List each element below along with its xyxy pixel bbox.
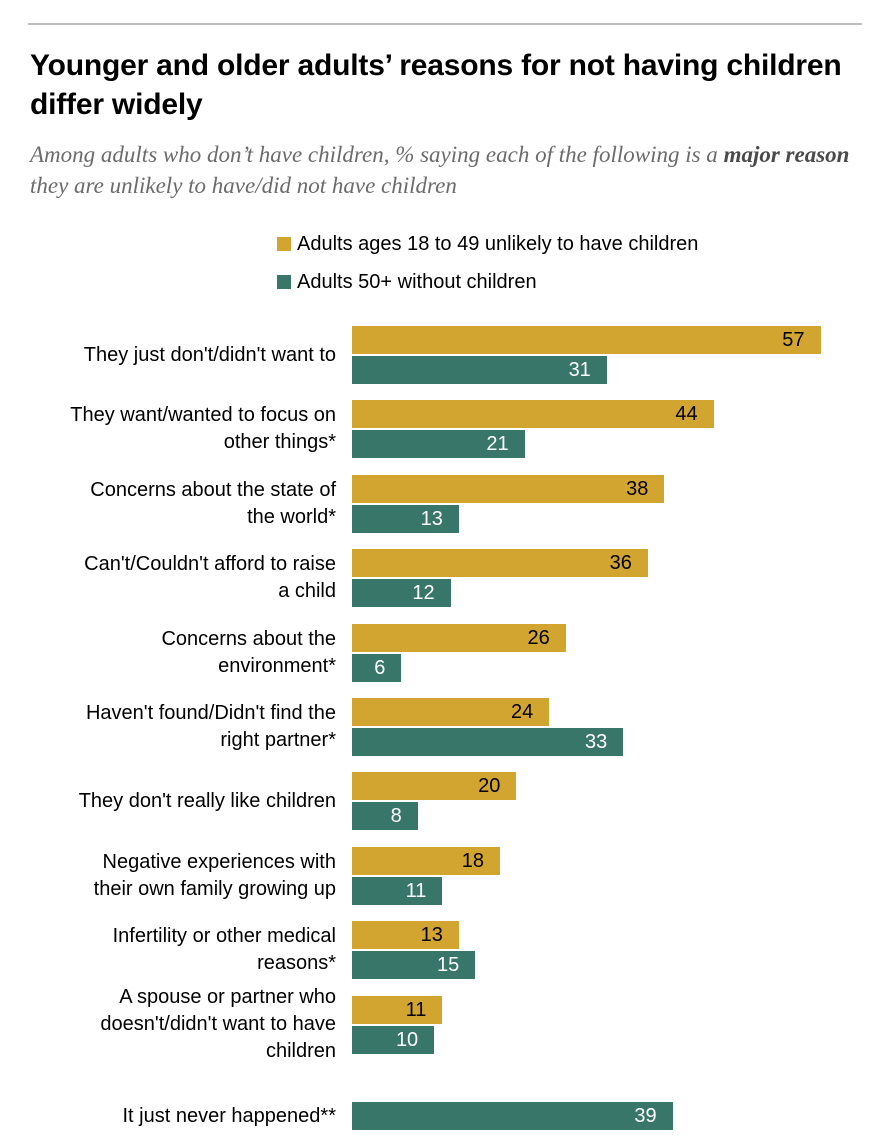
subtitle-text: Among adults who don’t have children, % … [30,142,724,167]
category-label-line: Infertility or other medical [112,925,336,948]
category-label-line: Can't/Couldn't afford to raise [84,553,336,576]
data-label: 8 [390,805,402,828]
category-label-line: They want/wanted to focus on [70,404,336,427]
bar-18-49: 57 [352,326,821,354]
category-label: A spouse or partner who doesn't/didn't wa… [100,986,336,1062]
bar-50plus: 21 [352,430,525,459]
legend-label: Adults 50+ without children [297,271,537,293]
bar-50plus: 8 [352,802,418,831]
bar-18-49: 11 [352,995,443,1024]
category-label-line: They don't really like children [78,789,336,812]
category-label: They just don't/didn't want to [84,326,336,384]
category-label: Negative experiences with their own famil… [94,847,336,905]
category-label-line: Haven't found/Didn't find the [85,702,336,724]
bar-group: It just never happened** 39 [0,1072,884,1130]
category-label-line: A spouse or partner who [119,986,336,1009]
category-label-line: environment* [218,654,336,677]
category-label-line: doesn't/didn't want to have [100,1013,336,1036]
category-label-line: They just don't/didn't want to [83,343,336,366]
category-label-line: other things* [223,431,336,454]
bar-18-49: 18 [352,846,500,875]
data-label: 10 [395,1028,419,1051]
bar-group: Concerns about the state of the world* 38 1… [0,474,884,533]
data-label: 57 [782,329,805,351]
category-label: Can't/Couldn't afford to raise a child [84,549,336,607]
legend-item-50plus: Adults 50+ without children [277,270,537,294]
subtitle-text: they are unlikely to have/did not have c… [30,173,457,198]
category-label: Infertility or other medical reasons* [113,921,336,979]
category-label: They don't really like children [79,772,336,830]
category-label: They want/wanted to focus on other things… [70,400,336,458]
category-label: Haven't found/Didn't find the right partn… [86,698,336,756]
category-label-line: reasons* [257,952,336,975]
bar-group: They don't really like children 20 8 [0,772,884,831]
bar-18-49: 26 [352,623,566,652]
bar-18-49: 38 [352,474,665,503]
bar-18-49: 36 [352,549,648,578]
category-label: It just never happened** [123,1102,337,1130]
data-label: 15 [437,954,460,977]
category-label-line: children [265,1040,336,1063]
category-label-line: their own family growing up [93,877,336,900]
bar-50plus: 31 [352,356,607,384]
bar-50plus: 11 [352,876,443,905]
category-label-line: right partner* [220,729,336,751]
bar-50plus: 6 [352,653,402,682]
bar-18-49: 20 [352,772,517,801]
category-label: Concerns about the state of the world* [90,475,336,533]
data-label: 12 [412,582,435,605]
bar-group: Can't/Couldn't afford to raise a child 36 1… [0,549,884,608]
bar-50plus: 13 [352,504,459,533]
data-label: 39 [634,1105,657,1127]
data-label: 36 [609,552,632,575]
bar-group: A spouse or partner who doesn't/didn't wa… [0,986,884,1062]
category-label-line: a child [278,580,336,603]
category-label-line: Concerns about the [161,627,336,650]
top-rule [28,23,862,25]
bar-18-49: 13 [352,921,459,950]
data-label: 11 [405,879,427,902]
bar-50plus: 33 [352,728,624,756]
legend-label: Adults ages 18 to 49 unlikely to have ch… [297,233,699,255]
legend-swatch [277,275,291,289]
bar-group: They just don't/didn't want to 57 31 [0,326,884,384]
bar-18-49: 44 [352,400,714,429]
bar-group: Haven't found/Didn't find the right partn… [0,698,884,756]
data-label: 20 [478,775,501,798]
bar-group: Negative experiences with their own famil… [0,846,884,905]
bar-50plus: 15 [352,951,476,980]
legend-item-18-49: Adults ages 18 to 49 unlikely to have ch… [277,232,698,256]
bar-18-49: 24 [352,698,550,726]
data-label: 18 [461,849,484,872]
bar-50plus: 10 [352,1025,435,1054]
bar-50plus: 12 [352,579,451,608]
data-label: 38 [626,477,649,500]
bar-group: Concerns about the environment* 26 6 [0,623,884,682]
data-label: 6 [374,656,386,679]
category-label-line: the world* [247,505,336,528]
data-label: 11 [405,998,427,1021]
legend-swatch [277,237,291,251]
category-label-line: Negative experiences with [102,850,336,873]
subtitle-emphasis: major reason [723,142,850,167]
data-label: 21 [486,433,509,456]
data-label: 26 [527,626,550,649]
chart-title: Younger and older adults’ reasons for no… [30,49,842,121]
category-label-line: Concerns about the state of [90,478,336,501]
data-label: 33 [585,731,608,753]
category-label-line: It just never happened** [122,1104,337,1127]
bar-group: Infertility or other medical reasons* 13 15 [0,921,884,980]
data-label: 31 [568,359,591,381]
chart-subtitle: Among adults who don’t have children, % … [30,139,860,201]
category-label: Concerns about the environment* [161,624,336,682]
bar-group: They want/wanted to focus on other things… [0,400,884,459]
data-label: 24 [511,701,534,723]
data-label: 13 [420,507,443,530]
bar-50plus: 39 [352,1102,673,1130]
data-label: 13 [420,924,443,947]
data-label: 44 [675,403,698,426]
